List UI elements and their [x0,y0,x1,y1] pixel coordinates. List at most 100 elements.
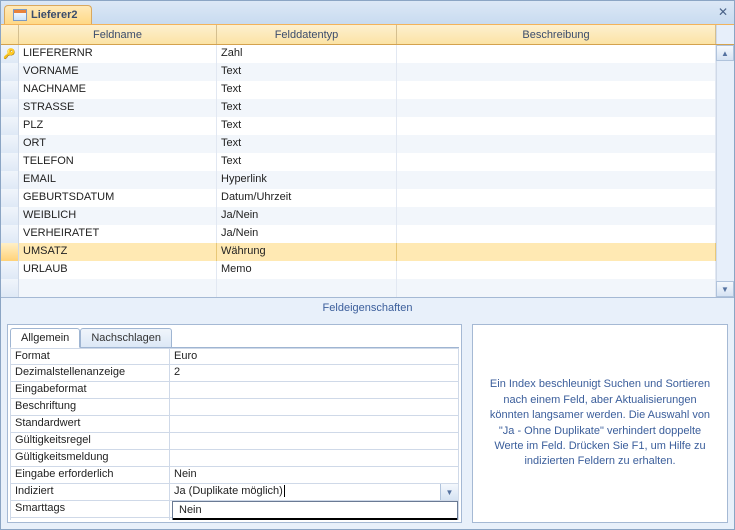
scroll-track[interactable] [716,153,734,171]
dropdown-arrow-icon[interactable]: ▼ [440,484,458,500]
description-cell[interactable] [397,153,716,171]
row-selector[interactable] [1,225,19,243]
property-value[interactable] [170,399,459,416]
fieldname-cell[interactable]: PLZ [19,117,217,135]
table-row[interactable]: GEBURTSDATUMDatum/Uhrzeit [1,189,734,207]
row-selector[interactable] [1,207,19,225]
description-cell[interactable] [397,63,716,81]
scroll-track[interactable] [716,225,734,243]
fieldname-cell[interactable] [19,279,217,297]
property-value[interactable] [170,433,459,450]
fieldname-cell[interactable]: NACHNAME [19,81,217,99]
tab-general[interactable]: Allgemein [10,328,80,348]
datatype-cell[interactable]: Memo [217,261,397,279]
datatype-cell[interactable]: Text [217,99,397,117]
col-header-datatype[interactable]: Felddatentyp [217,25,397,44]
datatype-cell[interactable]: Hyperlink [217,171,397,189]
scroll-track[interactable] [716,189,734,207]
fieldname-cell[interactable]: GEBURTSDATUM [19,189,217,207]
table-row[interactable]: EMAILHyperlink [1,171,734,189]
table-row[interactable]: PLZText [1,117,734,135]
scroll-track[interactable] [716,207,734,225]
fieldname-cell[interactable]: TELEFON [19,153,217,171]
scroll-track[interactable] [716,171,734,189]
description-cell[interactable] [397,99,716,117]
property-value[interactable]: Nein [170,467,459,484]
datatype-cell[interactable] [217,279,397,297]
datatype-cell[interactable]: Währung [217,243,397,261]
dropdown-option[interactable]: Nein [173,502,457,518]
property-value[interactable] [170,450,459,467]
datatype-cell[interactable]: Text [217,81,397,99]
table-row[interactable]: VORNAMEText [1,63,734,81]
scroll-track[interactable] [716,135,734,153]
datatype-cell[interactable]: Ja/Nein [217,225,397,243]
fieldname-cell[interactable]: VERHEIRATET [19,225,217,243]
table-row[interactable] [1,279,734,297]
scroll-track[interactable] [716,81,734,99]
table-row[interactable]: NACHNAMEText [1,81,734,99]
scroll-track[interactable] [716,117,734,135]
col-header-description[interactable]: Beschreibung [397,25,716,44]
row-selector[interactable] [1,135,19,153]
row-selector[interactable] [1,117,19,135]
datatype-cell[interactable]: Text [217,135,397,153]
datatype-cell[interactable]: Ja/Nein [217,207,397,225]
tab-lookup[interactable]: Nachschlagen [80,328,172,348]
description-cell[interactable] [397,45,716,63]
fieldname-cell[interactable]: UMSATZ [19,243,217,261]
scroll-track[interactable] [716,261,734,279]
description-cell[interactable] [397,81,716,99]
row-selector[interactable] [1,63,19,81]
scroll-track[interactable] [716,99,734,117]
row-selector-header[interactable] [1,25,19,44]
table-row[interactable]: VERHEIRATETJa/Nein [1,225,734,243]
row-selector[interactable] [1,189,19,207]
datatype-cell[interactable]: Text [217,117,397,135]
table-row[interactable]: 🔑LIEFERERNRZahl [1,45,734,63]
row-selector[interactable] [1,261,19,279]
scroll-track[interactable] [716,63,734,81]
description-cell[interactable] [397,261,716,279]
table-row[interactable]: STRASSEText [1,99,734,117]
property-value[interactable] [170,382,459,399]
table-row[interactable]: ORTText [1,135,734,153]
datatype-cell[interactable]: Datum/Uhrzeit [217,189,397,207]
fieldname-cell[interactable]: ORT [19,135,217,153]
close-icon[interactable]: ✕ [718,5,728,19]
row-selector[interactable] [1,279,19,297]
fieldname-cell[interactable]: URLAUB [19,261,217,279]
row-selector[interactable] [1,99,19,117]
description-cell[interactable] [397,243,716,261]
datatype-cell[interactable]: Zahl [217,45,397,63]
dropdown-option[interactable]: Ja (Duplikate möglich) [173,518,457,520]
row-selector[interactable] [1,243,19,261]
scroll-track[interactable] [716,243,734,261]
row-selector[interactable]: 🔑 [1,45,19,63]
fieldname-cell[interactable]: LIEFERERNR [19,45,217,63]
indexed-dropdown[interactable]: NeinJa (Duplikate möglich)Ja (Ohne Dupli… [172,501,458,520]
table-row[interactable]: UMSATZWährung [1,243,734,261]
row-selector[interactable] [1,171,19,189]
description-cell[interactable] [397,135,716,153]
property-value[interactable] [170,416,459,433]
description-cell[interactable] [397,171,716,189]
scroll-down-button[interactable]: ▼ [716,281,734,297]
property-value[interactable]: Euro [170,348,459,365]
description-cell[interactable] [397,225,716,243]
datatype-cell[interactable]: Text [217,153,397,171]
table-row[interactable]: URLAUBMemo [1,261,734,279]
scroll-up-button[interactable]: ▲ [716,45,734,61]
fieldname-cell[interactable]: WEIBLICH [19,207,217,225]
table-row[interactable]: TELEFONText [1,153,734,171]
fieldname-cell[interactable]: EMAIL [19,171,217,189]
fieldname-cell[interactable]: STRASSE [19,99,217,117]
property-value[interactable]: 2 [170,365,459,382]
table-row[interactable]: WEIBLICHJa/Nein [1,207,734,225]
fieldname-cell[interactable]: VORNAME [19,63,217,81]
col-header-fieldname[interactable]: Feldname [19,25,217,44]
row-selector[interactable] [1,153,19,171]
row-selector[interactable] [1,81,19,99]
description-cell[interactable] [397,117,716,135]
property-value[interactable]: Ja (Duplikate möglich)▼ [170,484,459,501]
